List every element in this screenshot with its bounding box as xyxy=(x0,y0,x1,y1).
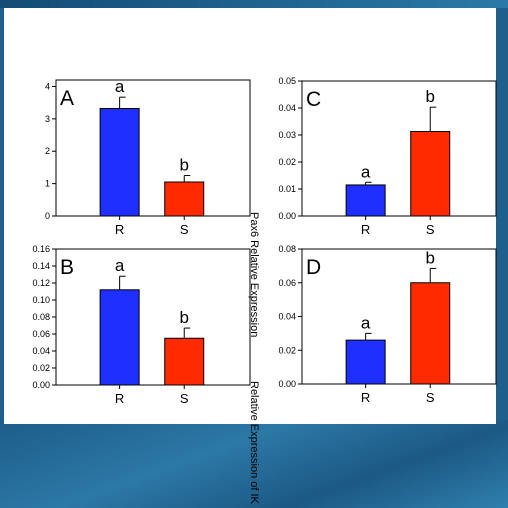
y-tick-label-b: 0.00 xyxy=(32,380,50,390)
y-tick-label-d: 0.00 xyxy=(278,379,296,389)
significance-letter-a: b xyxy=(179,156,188,175)
x-tick-label-c: R xyxy=(361,222,370,237)
significance-letter-b: b xyxy=(179,308,188,327)
plot-frame-d xyxy=(301,248,497,385)
bar-d-s xyxy=(410,282,451,385)
slide-background-bottom xyxy=(0,420,508,508)
y-tick-label-b: 0.10 xyxy=(32,295,50,305)
x-tick-label-d: S xyxy=(426,390,435,405)
panel-letter-d: D xyxy=(306,256,321,279)
x-tick-label-b: R xyxy=(115,391,124,406)
panel-letter-a: A xyxy=(60,87,74,110)
y-tick-label-a: 3 xyxy=(45,114,50,124)
y-tick-label-b: 0.08 xyxy=(32,312,50,322)
significance-letter-d: b xyxy=(425,248,434,267)
y-tick-label-b: 0.16 xyxy=(32,244,50,254)
bar-d-r xyxy=(345,339,386,385)
y-tick-label-a: 0 xyxy=(45,211,50,221)
bar-c-s xyxy=(410,130,451,217)
shared-ylabel-upper: Pax6 Relative Expression xyxy=(248,212,260,337)
bar-b-s xyxy=(164,337,205,386)
y-tick-label-d: 0.04 xyxy=(278,312,296,322)
x-tick-label-c: S xyxy=(426,222,435,237)
significance-letter-c: a xyxy=(361,162,371,181)
panel-c: 0.00 0.01 0.02 0.03 0.04 0.05 a Rb S C xyxy=(278,76,497,237)
plot-frame-c xyxy=(301,80,497,217)
y-tick-label-b: 0.14 xyxy=(32,261,50,271)
y-tick-label-c: 0.04 xyxy=(278,103,296,113)
significance-letter-a: a xyxy=(115,77,125,96)
significance-letter-d: a xyxy=(361,313,371,332)
panel-b: 0.00 0.02 0.04 0.06 0.08 0.10 0.12 0.14 0.16 a Rb S… xyxy=(32,244,251,406)
panel-letter-b: B xyxy=(60,256,74,279)
bar-a-r xyxy=(99,107,140,217)
y-tick-label-b: 0.04 xyxy=(32,346,50,356)
y-tick-label-b: 0.02 xyxy=(32,363,50,373)
x-tick-label-d: R xyxy=(361,390,370,405)
bar-c-r xyxy=(345,184,386,217)
significance-letter-b: a xyxy=(115,256,125,275)
y-tick-label-c: 0.05 xyxy=(278,76,296,86)
bar-b-r xyxy=(99,289,140,386)
y-tick-label-a: 1 xyxy=(45,179,50,189)
y-tick-label-d: 0.06 xyxy=(278,278,296,288)
panel-a: 0 1 2 3 4 a Rb S A xyxy=(45,77,251,237)
y-tick-label-c: 0.03 xyxy=(278,130,296,140)
y-tick-label-a: 4 xyxy=(45,81,50,91)
plot-frame-a xyxy=(55,79,251,217)
panel-letter-c: C xyxy=(306,88,321,111)
plot-frame-b xyxy=(55,248,251,386)
x-tick-label-b: S xyxy=(180,391,189,406)
y-tick-label-b: 0.12 xyxy=(32,278,50,288)
y-tick-label-d: 0.08 xyxy=(278,244,296,254)
x-tick-label-a: R xyxy=(115,222,124,237)
x-tick-label-a: S xyxy=(180,222,189,237)
y-tick-label-c: 0.01 xyxy=(278,184,296,194)
y-tick-label-b: 0.06 xyxy=(32,329,50,339)
y-tick-label-a: 2 xyxy=(45,146,50,156)
significance-letter-c: b xyxy=(425,87,434,106)
y-tick-label-d: 0.02 xyxy=(278,345,296,355)
bar-a-s xyxy=(164,181,205,217)
shared-ylabel-lower: Relative Expression of IK xyxy=(248,381,260,505)
slide-top-band xyxy=(0,0,508,8)
panel-d: 0.00 0.02 0.04 0.06 0.08 a Rb S D xyxy=(278,244,497,405)
y-tick-label-c: 0.00 xyxy=(278,211,296,221)
y-tick-label-c: 0.02 xyxy=(278,157,296,167)
